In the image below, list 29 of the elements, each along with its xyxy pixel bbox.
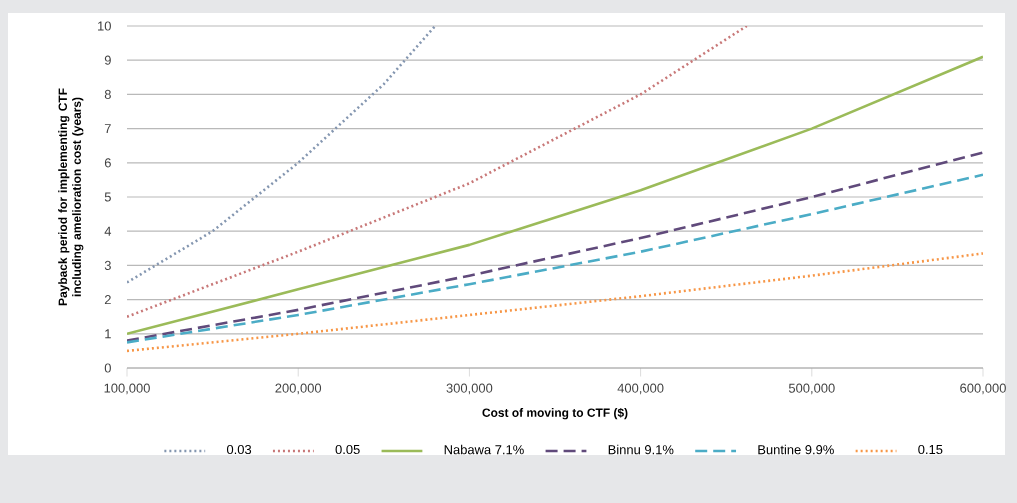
x-axis-title: Cost of moving to CTF ($) [482,407,628,420]
x-tick-label: 500,000 [788,383,835,395]
y-tick-label: 0 [104,363,111,373]
y-axis-title: Payback period for implementing CTF including amelioration cost (years) [58,88,84,306]
x-tick-label: 300,000 [446,383,493,395]
x-tick-label: 400,000 [617,383,664,395]
legend-label: 0.03 [226,444,252,455]
y-tick-label: 2 [104,295,111,305]
y-tick-label: 9 [104,55,111,65]
legend-label: Binnu 9.1% [608,444,674,455]
y-tick-label: 7 [104,124,111,134]
line-series [127,26,437,284]
x-tick-label: 200,000 [275,383,322,395]
x-tick-label: 100,000 [104,383,150,395]
legend-label: Buntine 9.9% [758,444,834,455]
y-tick-label: 3 [104,260,111,270]
legend-label: Nabawa 7.1% [444,444,524,455]
y-tick-label: 10 [98,21,111,31]
line-series [127,26,749,318]
y-tick-label: 6 [104,158,111,168]
y-tick-label: 5 [104,192,111,202]
y-tick-label: 8 [104,89,111,99]
line-series [127,252,984,353]
legend-label: 0.05 [335,444,360,455]
y-tick-label: 1 [105,329,111,339]
line-series [127,55,984,336]
x-tick-label: 600,000 [960,383,1006,395]
legend-label: 0.15 [918,444,943,455]
y-tick-label: 4 [104,226,112,236]
